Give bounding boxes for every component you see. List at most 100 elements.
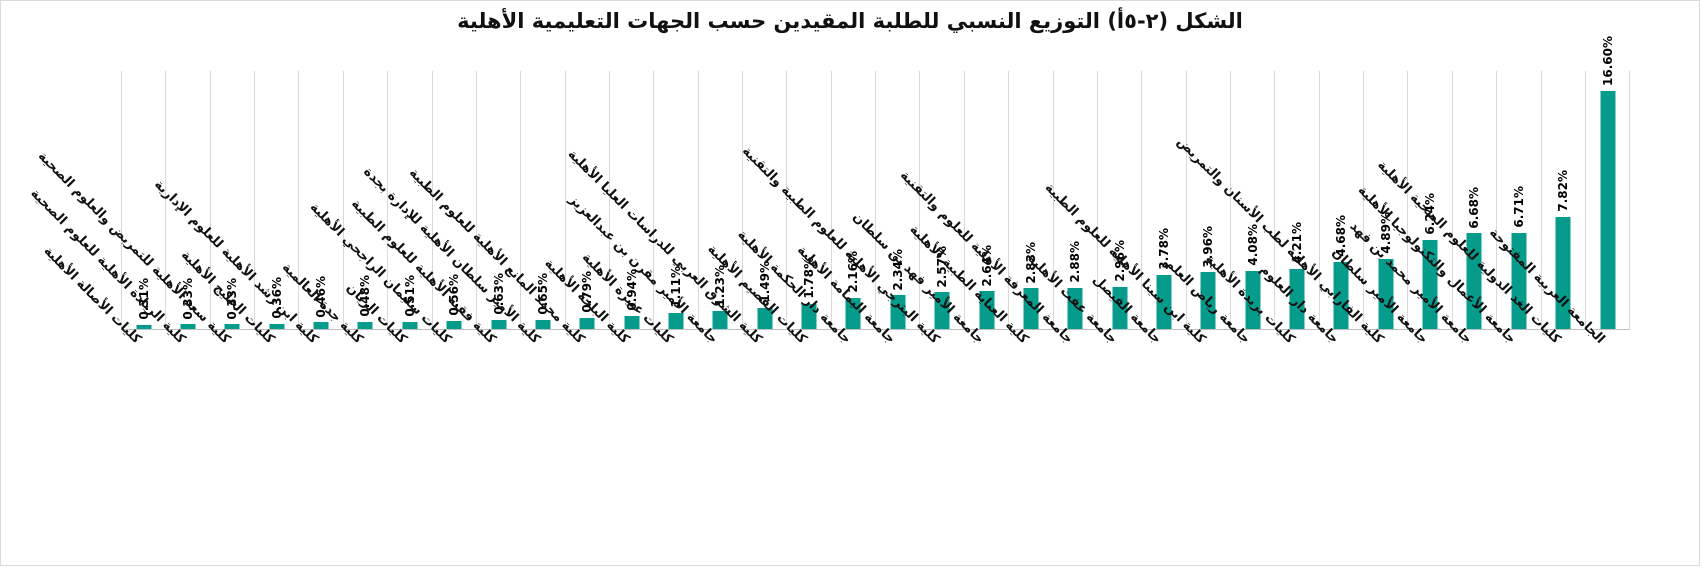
bar: [1511, 232, 1527, 329]
category-label-cell: جامعة دار العلوم: [1257, 262, 1363, 565]
bar-slot: 1.11%: [654, 71, 699, 329]
value-label: 16.60%: [1600, 36, 1615, 87]
bar-slot: 2.64%: [965, 71, 1010, 329]
category-label-cell: جامعة المعرفة الأهلية للعلوم والتقنية: [896, 168, 1097, 565]
bar: [446, 320, 462, 329]
bar: [1023, 288, 1039, 329]
bar: [1422, 239, 1438, 329]
bar-slot: 4.08%: [1231, 71, 1276, 329]
category-label-cell: كلية ابن رشد الأهلية للعلوم الإدارية: [152, 177, 342, 565]
bar: [1245, 270, 1261, 329]
bar: [180, 324, 196, 329]
bar-slot: 2.16%: [832, 71, 877, 329]
bar: [1600, 91, 1616, 329]
bar-slot: 0.79%: [566, 71, 610, 329]
category-label-cell: جامعة اليمامة الأهلية: [794, 243, 919, 565]
category-label-cell: كليات عنيزة الأهلية: [579, 250, 697, 565]
category-label-cell: جامعة الأمير فهد بن سلطان: [849, 210, 1008, 565]
bar: [801, 303, 817, 329]
value-label: 6.68%: [1467, 186, 1482, 229]
bar: [1466, 233, 1482, 329]
category-label-cell: كلية جدة العالمية: [279, 260, 387, 565]
bar-slot: 0.51%: [388, 71, 433, 329]
category-label-cell: كلية سعد الأهلية للتمريض والعلوم الصحية: [34, 149, 254, 565]
bar: [890, 295, 906, 329]
category-label-cell: كليات القصيم الأهلية: [704, 242, 830, 565]
bar: [1112, 286, 1128, 329]
category-label-cell: كليات بريدة الأهلية: [1202, 252, 1318, 565]
category-label-cell: كلية الباحة الأهلية: [541, 256, 653, 565]
bar: [668, 313, 684, 329]
category-label-cell: كلية الفارابي الأهلية لطب الأسنان والتمر…: [1173, 134, 1407, 565]
bar-slot: 4.68%: [1320, 71, 1365, 329]
category-label-cell: كلية العناية الطبية الأهلية: [906, 222, 1052, 565]
bar: [1156, 274, 1172, 329]
category-label-cell: كلية البترجي الأهلية للعلوم الطبية والتق…: [739, 144, 963, 565]
bar: [845, 298, 861, 329]
bar-slot: 1.23%: [699, 71, 744, 329]
bar: [757, 307, 773, 329]
category-label-cell: كلية الشرق العربي للدراسات العليا الأهلي…: [565, 147, 786, 565]
bar-slot: 0.33%: [211, 71, 256, 329]
bar-slot: 3.96%: [1187, 71, 1231, 329]
bar: [224, 324, 240, 329]
category-label-cell: جامعة رياض العلم: [1162, 256, 1274, 565]
category-label-cell: كليات الخليج الأهلية: [178, 248, 298, 565]
bar-slot: 0.31%: [122, 71, 167, 329]
category-label-cell: كلية فقيه الأهلية للعلوم الطبية: [348, 196, 520, 565]
bar: [1289, 268, 1305, 329]
bar: [624, 315, 640, 329]
bar: [1555, 216, 1571, 329]
bar: [1067, 287, 1083, 329]
category-label-cell: كليات سليمان الراجحي الأهلية: [307, 200, 476, 565]
bar-slot: 4.89%: [1364, 71, 1409, 329]
bar-slot: 2.83%: [1009, 71, 1054, 329]
category-label-cell: جامعة الفيصل: [1090, 272, 1185, 565]
bar: [491, 319, 507, 329]
bar: [269, 323, 285, 329]
bar-slot: 16.60%: [1586, 36, 1631, 329]
bar-slot: 6.71%: [1497, 71, 1542, 329]
category-label-cell: كلية الريادة الأهلية للعلوم الصحية: [27, 186, 209, 565]
value-label: 4.08%: [1245, 223, 1260, 266]
bar: [1200, 272, 1216, 329]
plot-area: 0.31% 0.33% 0.33% 0.36% 0.46% 0.48% 0.51% 0.56%…: [121, 36, 1631, 330]
bar-slot: 2.34%: [876, 71, 921, 329]
bar: [1333, 261, 1349, 329]
bar: [535, 319, 551, 329]
bar-slot: 0.56%: [433, 71, 477, 329]
bar-slot: 6.24%: [1408, 71, 1453, 329]
category-label-cell: جامعة الأمير سلطان: [1329, 245, 1451, 565]
category-label-cell: كليات الأصالة الأهلية: [41, 244, 165, 565]
category-label-cell: جامعة الأعمال والتكنولوجيا الأهلية: [1355, 183, 1540, 565]
value-label: 2.88%: [1068, 241, 1083, 283]
bar: [402, 321, 418, 329]
bar: [136, 324, 152, 329]
value-label: 7.82%: [1556, 170, 1571, 212]
bar: [934, 292, 950, 329]
bar-slot: 0.94%: [610, 71, 655, 329]
category-label-cell: جامعة دار الحكمة الأهلية: [734, 227, 875, 565]
category-label-cell: كلية محمد المانع الأهلية للعلوم الطبية: [406, 165, 609, 565]
category-label-cell: كليات الريان: [344, 280, 431, 565]
category-label-cell: كلية ابن سينا الأهلية للعلوم الطبية: [1042, 180, 1230, 565]
bar-slot: 2.88%: [1054, 71, 1098, 329]
bar: [712, 311, 728, 329]
bar-slot: 0.65%: [521, 71, 566, 329]
bar-slot: 2.96%: [1098, 71, 1143, 329]
category-label-cell: كليات الغد الدولية للعلوم الصحية الأهلية: [1374, 158, 1585, 565]
category-axis-labels: كليات الأصالة الأهلية كلية الريادة الأهلي…: [27, 134, 1629, 565]
bar-slot: 0.46%: [299, 71, 344, 329]
bar-slot: 3.78%: [1142, 71, 1187, 329]
bar-slot: 6.68%: [1453, 71, 1498, 329]
bar-slot: 1.78%: [787, 71, 832, 329]
bar: [357, 322, 373, 329]
bar: [579, 317, 595, 329]
bar-slot: 0.63%: [477, 71, 522, 329]
value-label: 6.71%: [1511, 186, 1526, 228]
bar-slot: 2.57%: [920, 71, 965, 329]
bar-slot: 7.82%: [1542, 71, 1586, 329]
bar-slot: 0.48%: [344, 71, 389, 329]
bar: [313, 322, 329, 329]
